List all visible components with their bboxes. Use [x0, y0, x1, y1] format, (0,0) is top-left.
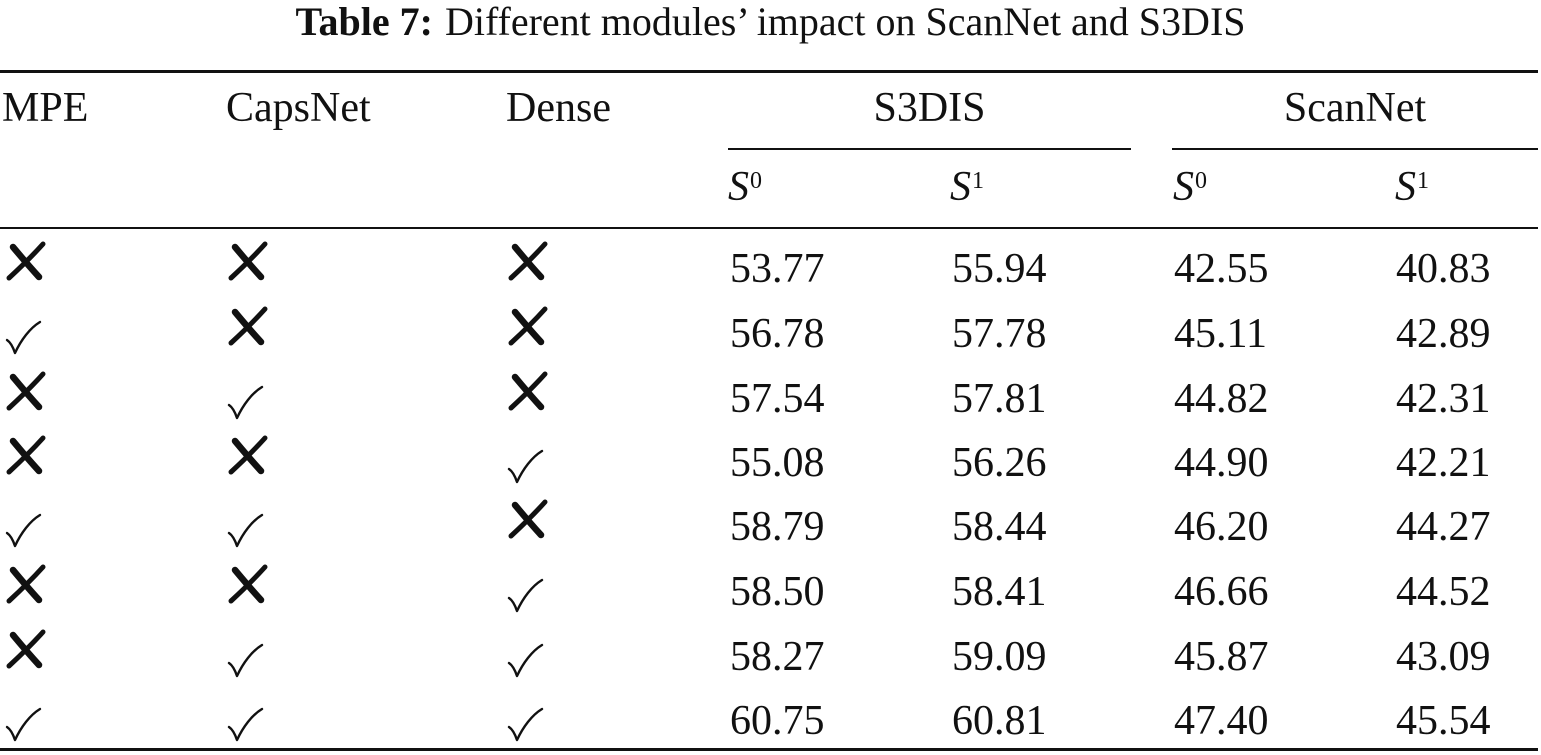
check-icon	[506, 637, 550, 681]
cell-s3dis-s1: 58.44	[952, 504, 1047, 550]
check-icon	[226, 701, 270, 745]
subheader-s3dis-s0: S0	[728, 164, 762, 210]
header-s3dis: S3DIS	[873, 85, 986, 131]
check-icon	[226, 507, 270, 551]
check-icon	[226, 637, 270, 681]
check-icon	[506, 443, 550, 487]
check-icon	[226, 379, 270, 423]
table-caption-text: Different modules’ impact on ScanNet and…	[444, 0, 1246, 44]
cell-s3dis-s0: 53.77	[730, 246, 825, 292]
cell-s3dis-s0: 58.50	[730, 569, 825, 615]
cross-icon	[506, 304, 550, 348]
cell-s3dis-s1: 55.94	[952, 246, 1047, 292]
cell-scannet-s1: 43.09	[1396, 634, 1491, 680]
subheader-s3dis-s1: S1	[950, 164, 984, 210]
table-caption: Table 7: Different modules’ impact on Sca…	[0, 0, 1541, 44]
cross-icon	[4, 239, 48, 283]
check-icon	[506, 572, 550, 616]
cross-icon	[506, 497, 550, 541]
top-rule	[0, 70, 1538, 73]
scannet-group-rule	[1172, 148, 1538, 150]
cell-scannet-s1: 42.31	[1396, 376, 1491, 422]
header-capsnet: CapsNet	[226, 85, 371, 131]
subheader-scannet-s0: S0	[1173, 164, 1207, 210]
cell-scannet-s1: 42.21	[1396, 440, 1491, 486]
check-icon	[4, 314, 48, 358]
header-dense: Dense	[506, 85, 611, 131]
cross-icon	[4, 369, 48, 413]
header-rule	[0, 227, 1538, 229]
cross-icon	[226, 562, 270, 606]
cell-scannet-s0: 45.11	[1174, 311, 1267, 357]
cross-icon	[4, 433, 48, 477]
cell-s3dis-s0: 57.54	[730, 376, 825, 422]
cell-s3dis-s0: 58.27	[730, 634, 825, 680]
cell-scannet-s0: 46.66	[1174, 569, 1269, 615]
cross-icon	[4, 562, 48, 606]
cell-scannet-s0: 45.87	[1174, 634, 1269, 680]
cell-s3dis-s0: 58.79	[730, 504, 825, 550]
bottom-rule	[0, 748, 1538, 751]
cell-scannet-s0: 44.90	[1174, 440, 1269, 486]
cross-icon	[4, 627, 48, 671]
check-icon	[506, 701, 550, 745]
cell-scannet-s1: 42.89	[1396, 311, 1491, 357]
check-icon	[4, 507, 48, 551]
check-icon	[4, 701, 48, 745]
cell-s3dis-s1: 58.41	[952, 569, 1047, 615]
cell-s3dis-s1: 60.81	[952, 698, 1047, 744]
header-mpe: MPE	[2, 85, 89, 131]
cross-icon	[226, 239, 270, 283]
cell-s3dis-s1: 59.09	[952, 634, 1047, 680]
cell-s3dis-s0: 55.08	[730, 440, 825, 486]
cross-icon	[226, 304, 270, 348]
cross-icon	[506, 239, 550, 283]
cell-scannet-s0: 46.20	[1174, 504, 1269, 550]
header-scannet: ScanNet	[1283, 85, 1427, 131]
cell-scannet-s1: 44.52	[1396, 569, 1491, 615]
cross-icon	[226, 433, 270, 477]
s3dis-group-rule	[728, 148, 1131, 150]
cell-scannet-s0: 42.55	[1174, 246, 1269, 292]
cell-scannet-s1: 45.54	[1396, 698, 1491, 744]
cell-scannet-s1: 40.83	[1396, 246, 1491, 292]
table-caption-label: Table 7:	[295, 0, 433, 44]
cell-scannet-s1: 44.27	[1396, 504, 1491, 550]
cross-icon	[506, 369, 550, 413]
cell-s3dis-s1: 57.81	[952, 376, 1047, 422]
cell-s3dis-s0: 56.78	[730, 311, 825, 357]
cell-s3dis-s1: 56.26	[952, 440, 1047, 486]
subheader-scannet-s1: S1	[1395, 164, 1429, 210]
cell-s3dis-s1: 57.78	[952, 311, 1047, 357]
cell-scannet-s0: 47.40	[1174, 698, 1269, 744]
cell-scannet-s0: 44.82	[1174, 376, 1269, 422]
cell-s3dis-s0: 60.75	[730, 698, 825, 744]
